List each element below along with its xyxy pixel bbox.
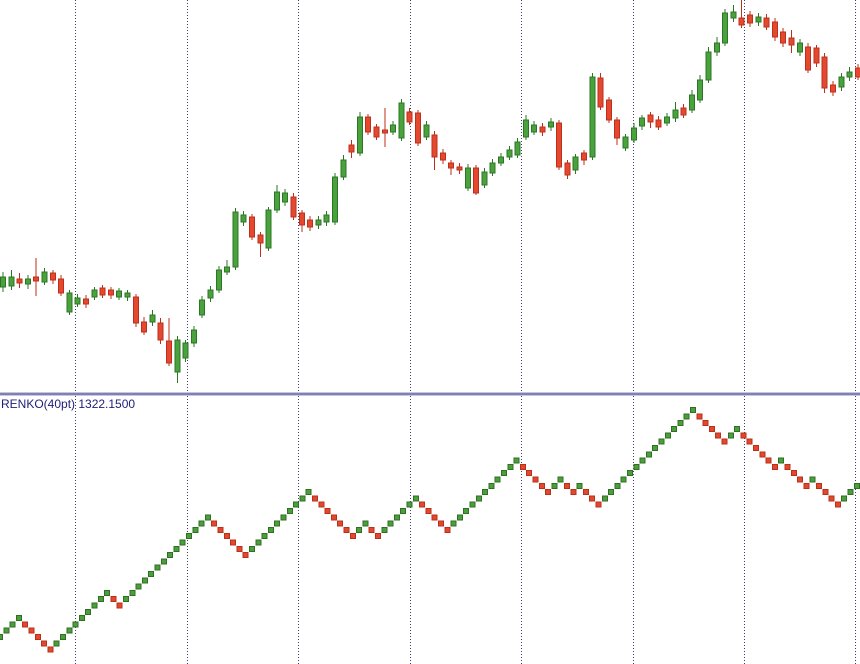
candlestick-panel — [0, 0, 860, 383]
renko-indicator-label: RENKO(40pt) 1322.1500 — [1, 397, 136, 411]
renko-dots-panel — [0, 407, 860, 653]
panel-divider[interactable] — [0, 392, 860, 396]
